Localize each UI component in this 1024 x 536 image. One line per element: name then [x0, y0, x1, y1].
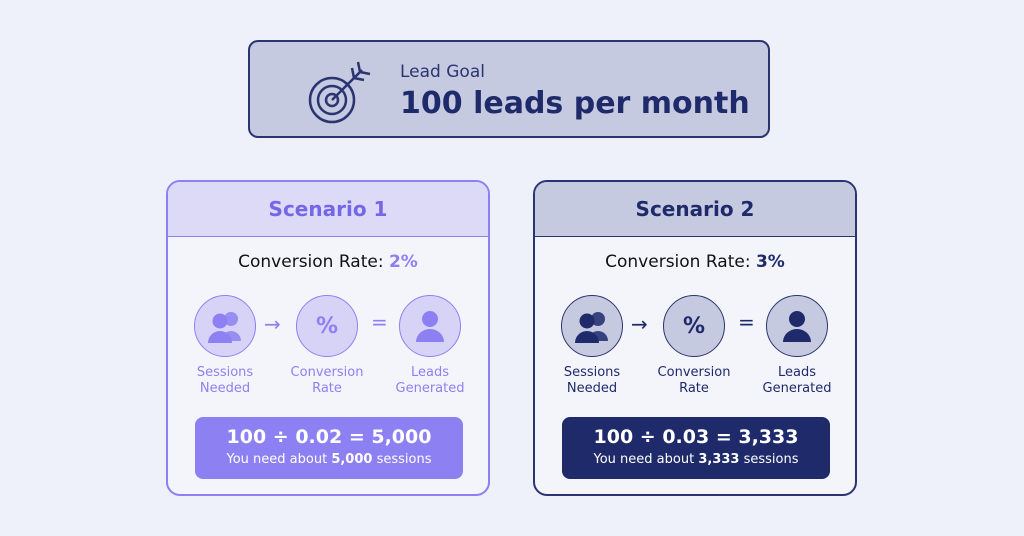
- users-icon: [208, 312, 241, 343]
- caption-line: Conversion: [290, 365, 364, 380]
- leads-circle: [766, 295, 828, 357]
- sessions-note: You need about 5,000 sessions: [195, 452, 463, 467]
- leads-generated-caption: Leads Generated: [752, 365, 842, 397]
- equals-symbol: =: [371, 310, 388, 334]
- sessions-needed-caption: Sessions Needed: [180, 365, 270, 397]
- caption-line: Generated: [762, 381, 832, 396]
- note-suffix: sessions: [372, 452, 432, 467]
- percent-icon: %: [682, 313, 706, 339]
- caption-line: Rate: [312, 381, 342, 396]
- target-dart-icon: [308, 61, 371, 124]
- caption-line: Needed: [199, 381, 251, 396]
- scenario-2-card: Scenario 2 Conversion Rate: 3% → % = Ses…: [533, 180, 857, 496]
- caption-line: Conversion: [657, 365, 731, 380]
- scenario-title: Scenario 2: [535, 182, 855, 237]
- percent-icon: %: [315, 313, 339, 339]
- conversion-rate-value: 2%: [388, 252, 418, 272]
- caption-line: Sessions: [563, 365, 621, 380]
- scenario-1-card: Scenario 1 Conversion Rate: 2% → % = Ses…: [166, 180, 490, 496]
- caption-line: Generated: [395, 381, 465, 396]
- scenario-title: Scenario 1: [168, 182, 488, 237]
- conversion-rate-label: Conversion Rate:: [238, 252, 389, 272]
- note-prefix: You need about: [593, 452, 699, 467]
- note-value: 3,333: [698, 452, 740, 467]
- note-value: 5,000: [331, 452, 373, 467]
- caption-line: Sessions: [196, 365, 254, 380]
- conversion-rate-caption: Conversion Rate: [649, 365, 739, 397]
- leads-circle: [399, 295, 461, 357]
- caption-line: Rate: [679, 381, 709, 396]
- leads-generated-caption: Leads Generated: [385, 365, 475, 397]
- conversion-rate-line: Conversion Rate: 3%: [535, 252, 855, 272]
- formula-text: 100 ÷ 0.03 = 3,333: [593, 426, 799, 448]
- arrow-symbol: →: [631, 312, 648, 336]
- conversion-rate-circle: %: [296, 295, 358, 357]
- caption-line: Needed: [566, 381, 618, 396]
- user-icon: [416, 311, 444, 342]
- conversion-rate-line: Conversion Rate: 2%: [168, 252, 488, 272]
- note-prefix: You need about: [226, 452, 332, 467]
- goal-value: 100 leads per month: [400, 86, 750, 121]
- conversion-rate-value: 3%: [755, 252, 785, 272]
- formula-box: 100 ÷ 0.03 = 3,333 You need about 3,333 …: [562, 417, 830, 479]
- goal-label: Lead Goal: [400, 62, 485, 82]
- sessions-circle: [561, 295, 623, 357]
- lead-goal-banner: Lead Goal 100 leads per month: [248, 40, 770, 138]
- conversion-rate-label: Conversion Rate:: [605, 252, 756, 272]
- caption-line: Leads: [777, 365, 816, 380]
- arrow-symbol: →: [264, 312, 281, 336]
- note-suffix: sessions: [739, 452, 799, 467]
- sessions-note: You need about 3,333 sessions: [562, 452, 830, 467]
- formula-text: 100 ÷ 0.02 = 5,000: [226, 426, 432, 448]
- user-icon: [783, 311, 811, 342]
- formula-box: 100 ÷ 0.02 = 5,000 You need about 5,000 …: [195, 417, 463, 479]
- conversion-rate-caption: Conversion Rate: [282, 365, 372, 397]
- equals-symbol: =: [738, 310, 755, 334]
- users-icon: [575, 312, 608, 343]
- sessions-circle: [194, 295, 256, 357]
- sessions-needed-caption: Sessions Needed: [547, 365, 637, 397]
- caption-line: Leads: [410, 365, 449, 380]
- conversion-rate-circle: %: [663, 295, 725, 357]
